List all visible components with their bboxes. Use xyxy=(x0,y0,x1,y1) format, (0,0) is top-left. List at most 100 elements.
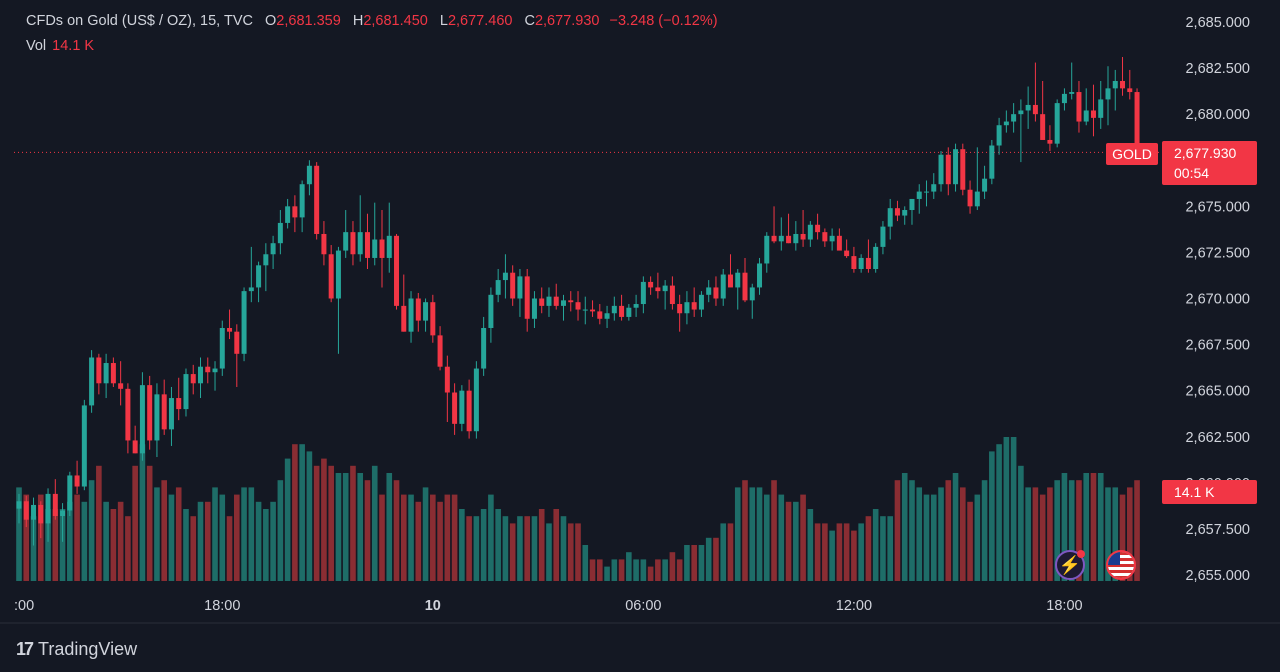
volume-bar xyxy=(938,487,944,581)
volume-label[interactable]: Vol xyxy=(26,38,47,54)
candle-body xyxy=(931,184,937,192)
volume-bar xyxy=(1068,480,1075,581)
candle-body xyxy=(488,294,494,328)
volume-bar xyxy=(154,487,160,581)
candle-body xyxy=(539,298,545,306)
candle-body xyxy=(662,285,668,292)
volume-bar xyxy=(430,494,436,581)
candle-body xyxy=(1127,88,1133,93)
candle-body xyxy=(52,493,58,517)
volume-bar xyxy=(212,487,218,581)
y-tick-label: 2,667.500 xyxy=(1185,338,1250,354)
candle-body xyxy=(1047,139,1053,144)
notification-dot xyxy=(1077,550,1085,558)
candle-body xyxy=(706,287,712,295)
volume-bar xyxy=(1018,465,1024,581)
candle-body xyxy=(1069,92,1075,94)
volume-bar xyxy=(1025,487,1031,581)
volume-bar xyxy=(1054,480,1060,581)
volume-bar xyxy=(611,559,618,581)
volume-bar xyxy=(415,501,422,581)
tradingview-logo[interactable]: 17 TradingView xyxy=(16,639,137,660)
candle-body xyxy=(517,276,523,299)
volume-bar xyxy=(996,444,1002,581)
candle-body xyxy=(974,191,980,207)
candle-body xyxy=(727,274,733,288)
candle-body xyxy=(989,145,995,179)
volume-bar xyxy=(930,494,937,581)
candle-body xyxy=(168,398,174,430)
volume-bar xyxy=(30,516,37,581)
candle-body xyxy=(147,385,153,441)
volume-bar xyxy=(1039,494,1046,581)
volume-bar xyxy=(67,501,73,581)
candle-body xyxy=(67,475,73,511)
us-flag-icon[interactable] xyxy=(1106,550,1136,580)
volume-bar xyxy=(234,494,240,581)
volume-bar xyxy=(270,501,276,581)
candle-body xyxy=(655,287,661,292)
volume-bar xyxy=(778,494,785,581)
candle-body xyxy=(415,298,421,321)
candle-body xyxy=(873,246,879,270)
brand-name: TradingView xyxy=(38,639,138,659)
volume-bar xyxy=(785,501,792,581)
volume-bar xyxy=(1032,487,1039,581)
volume-bar xyxy=(132,465,138,581)
candle-body xyxy=(844,250,850,257)
x-tick-label: 06:00 xyxy=(625,598,661,614)
volume-bar xyxy=(524,516,530,581)
candle-body xyxy=(648,281,654,288)
volume-bar xyxy=(669,552,676,581)
volume-bar xyxy=(822,523,828,581)
volume-bar xyxy=(967,501,973,581)
high-value: 2,681.450 xyxy=(363,13,428,29)
candle-body xyxy=(60,510,66,517)
last-price-value: 2,677.930 xyxy=(1174,145,1237,161)
candle-body xyxy=(684,302,690,314)
volume-bar xyxy=(125,516,131,581)
volume-bar xyxy=(306,451,313,581)
lightning-icon[interactable]: ⚡ xyxy=(1055,550,1085,580)
candle-body xyxy=(953,149,959,185)
candle-body xyxy=(459,390,465,424)
volume-bar xyxy=(1112,487,1119,581)
volume-bar xyxy=(386,473,393,581)
volume-bar xyxy=(328,465,334,581)
volume-bar xyxy=(299,444,305,581)
candle-body xyxy=(619,305,625,317)
candle-body xyxy=(561,300,566,306)
candle-body xyxy=(1032,104,1038,115)
volume-bar xyxy=(546,523,552,581)
volume-bar xyxy=(713,537,719,581)
candle-body xyxy=(531,298,537,319)
y-tick-label: 2,670.000 xyxy=(1185,292,1250,308)
volume-bar xyxy=(582,545,589,581)
volume-bar xyxy=(843,523,850,581)
volume-bar xyxy=(219,494,226,581)
volume-bar xyxy=(742,480,748,581)
candle-body xyxy=(466,390,472,432)
candle-body xyxy=(364,232,370,258)
symbol-price-tag: GOLD xyxy=(1106,143,1158,165)
volume-bar xyxy=(684,545,690,581)
candle-body xyxy=(836,235,842,251)
volume-bar xyxy=(1047,487,1053,581)
volume-bar xyxy=(807,509,814,581)
volume-bar xyxy=(466,516,472,581)
y-tick-label: 2,657.500 xyxy=(1185,522,1250,538)
y-tick-label: 2,685.000 xyxy=(1185,15,1250,31)
volume-bar xyxy=(945,480,952,581)
candle-body xyxy=(139,385,145,454)
candle-body xyxy=(96,357,102,384)
volume-bar xyxy=(901,473,908,581)
symbol-title[interactable]: CFDs on Gold (US$ / OZ), 15, TVC xyxy=(26,13,253,29)
last-price-label: 2,677.930 00:54 xyxy=(1162,141,1257,185)
volume-bar xyxy=(756,487,763,581)
x-tick-label: 10 xyxy=(425,598,441,614)
volume-bar xyxy=(691,545,697,581)
volume-bar xyxy=(502,516,509,581)
close-label: C xyxy=(524,13,535,29)
volume-bar xyxy=(364,480,371,581)
